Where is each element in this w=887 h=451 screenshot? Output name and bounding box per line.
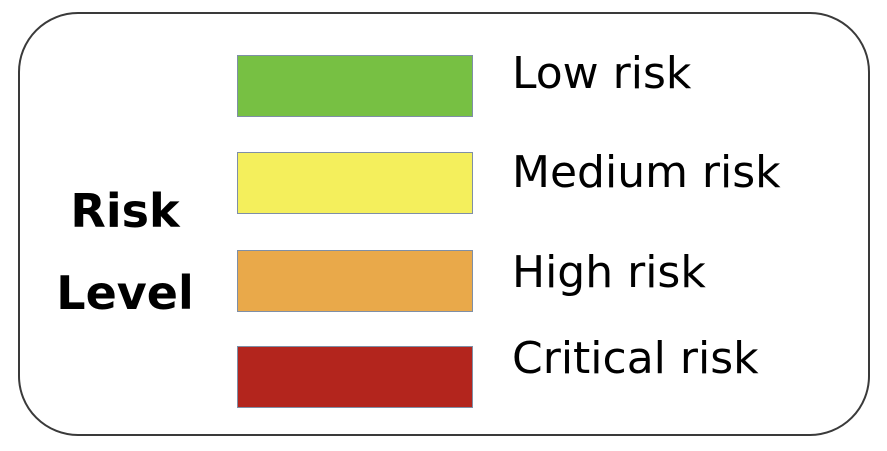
- label-low-risk: Low risk: [512, 48, 692, 99]
- swatch-low-risk: [237, 55, 473, 117]
- label-medium-risk: Medium risk: [512, 147, 781, 198]
- label-high-risk: High risk: [512, 247, 706, 298]
- swatch-medium-risk: [237, 152, 473, 214]
- swatch-high-risk: [237, 250, 473, 312]
- risk-level-title: Risk Level: [40, 170, 210, 334]
- risk-level-title-line1: Risk: [70, 184, 180, 238]
- risk-level-title-line2: Level: [56, 266, 194, 320]
- label-critical-risk: Critical risk: [512, 333, 759, 384]
- swatch-critical-risk: [237, 346, 473, 408]
